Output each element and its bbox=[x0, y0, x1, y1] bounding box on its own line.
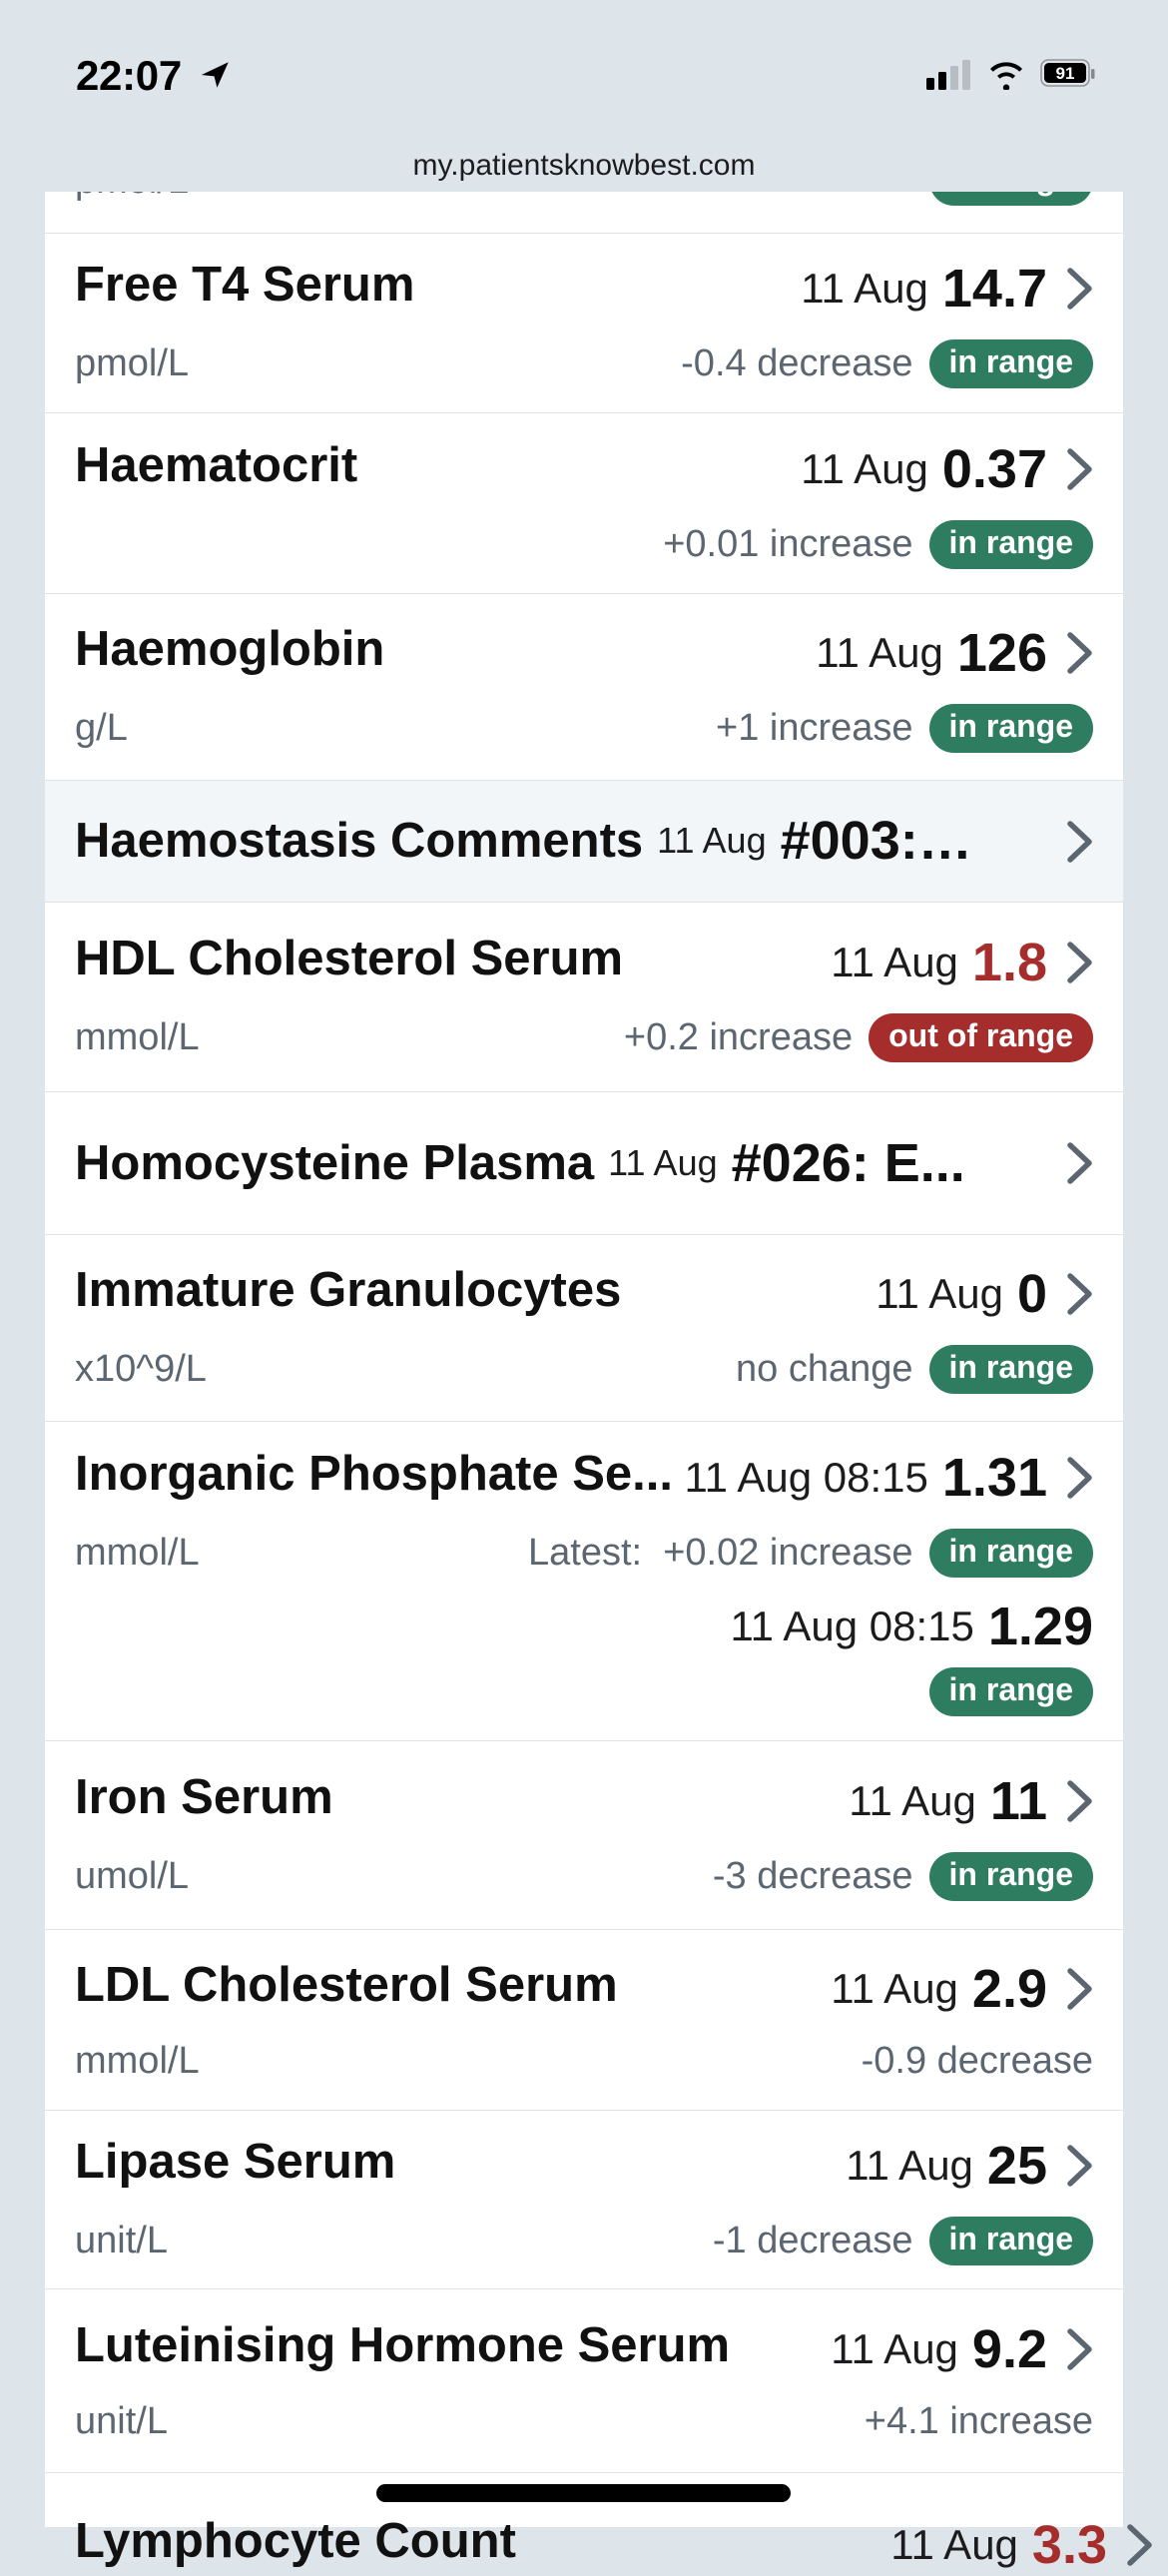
svg-text:91: 91 bbox=[1056, 64, 1075, 83]
